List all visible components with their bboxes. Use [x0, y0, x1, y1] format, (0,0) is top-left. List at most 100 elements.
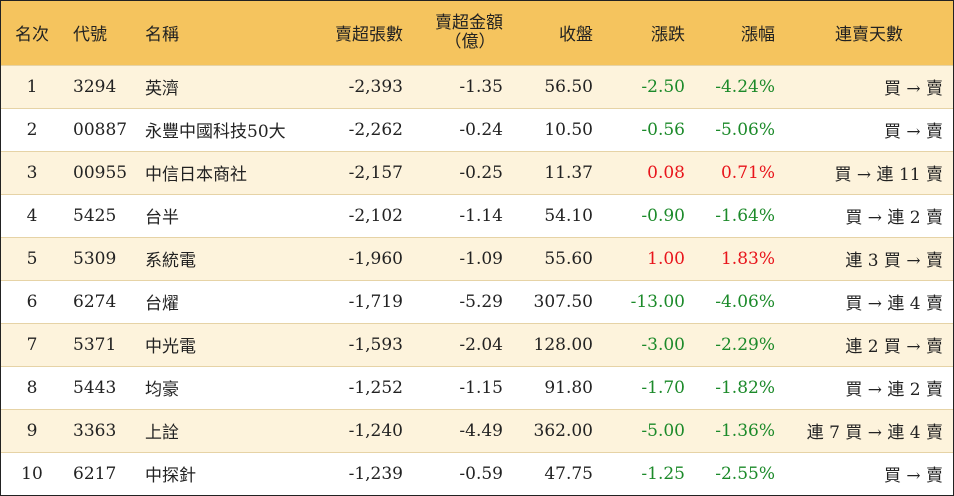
header-net-sell-lots: 賣超張數	[335, 25, 403, 46]
cell-change-pct: 1.83%	[720, 248, 775, 269]
cell-change: 0.08	[647, 162, 685, 183]
cell-streak: 買 → 連 2 賣	[845, 208, 943, 228]
cell-net-sell-amount: -0.25	[459, 162, 503, 183]
cell-code: 3294	[73, 76, 117, 97]
cell-rank: 2	[26, 119, 38, 140]
cell-name: 中光電	[145, 337, 196, 357]
cell-net-sell-amount: -0.24	[459, 119, 503, 140]
cell-streak: 連 3 買 → 賣	[845, 251, 943, 271]
cell-code: 00955	[73, 162, 128, 183]
table-row: 10 6217 中探針 -1,239 -0.59 47.75 -1.25 -2.55% 買 → …	[1, 452, 953, 495]
cell-close: 55.60	[544, 248, 593, 269]
cell-close: 10.50	[544, 119, 593, 140]
cell-code: 5425	[73, 205, 117, 226]
cell-change: 1.00	[647, 248, 685, 269]
cell-rank: 6	[26, 291, 38, 312]
cell-change: -1.25	[641, 463, 685, 484]
cell-change-pct: -1.82%	[715, 377, 775, 398]
header-rank: 名次	[15, 25, 49, 46]
cell-rank: 7	[26, 334, 38, 355]
cell-net-sell-lots: -1,960	[348, 248, 403, 269]
cell-net-sell-lots: -2,393	[348, 76, 403, 97]
cell-rank: 9	[26, 420, 38, 441]
table-row: 6 6274 台燿 -1,719 -5.29 307.50 -13.00 -4.06% 買 → …	[1, 280, 953, 323]
cell-name: 中信日本商社	[145, 165, 247, 185]
cell-net-sell-amount: -2.04	[459, 334, 503, 355]
cell-change: -3.00	[641, 334, 685, 355]
cell-streak: 買 → 連 2 賣	[845, 380, 943, 400]
cell-close: 56.50	[544, 76, 593, 97]
table-row: 7 5371 中光電 -1,593 -2.04 128.00 -3.00 -2.29% 連 2 …	[1, 323, 953, 366]
cell-code: 6217	[73, 463, 117, 484]
cell-code: 5443	[73, 377, 117, 398]
cell-net-sell-amount: -0.59	[459, 463, 503, 484]
cell-net-sell-lots: -2,262	[348, 119, 403, 140]
cell-streak: 買 → 連 4 賣	[845, 294, 943, 314]
cell-change: -1.70	[641, 377, 685, 398]
header-net-sell-amount-line2: （億）	[444, 31, 496, 52]
cell-rank: 4	[26, 205, 38, 226]
cell-name: 上詮	[145, 423, 179, 443]
cell-change-pct: -1.36%	[715, 420, 775, 441]
cell-net-sell-amount: -1.09	[459, 248, 503, 269]
cell-code: 5371	[73, 334, 117, 355]
table-row: 4 5425 台半 -2,102 -1.14 54.10 -0.90 -1.64% 買 → 連 …	[1, 194, 953, 237]
header-change: 漲跌	[651, 25, 685, 46]
cell-name: 英濟	[145, 79, 179, 99]
cell-streak: 連 7 買 → 連 4 賣	[806, 423, 943, 443]
cell-name: 永豐中國科技50大	[145, 122, 286, 142]
table-row: 9 3363 上詮 -1,240 -4.49 362.00 -5.00 -1.36% 連 7 買…	[1, 409, 953, 452]
cell-rank: 1	[26, 76, 38, 97]
cell-code: 00887	[73, 119, 128, 140]
header-close: 收盤	[559, 25, 593, 46]
header-net-sell-amount-line1: 賣超金額	[435, 12, 503, 33]
cell-streak: 買 → 連 11 賣	[834, 165, 944, 185]
cell-change-pct: -4.24%	[715, 76, 775, 97]
cell-name: 系統電	[145, 251, 196, 271]
cell-streak: 買 → 賣	[883, 466, 943, 487]
cell-net-sell-lots: -2,157	[348, 162, 403, 183]
cell-net-sell-amount: -1.15	[459, 377, 503, 398]
header-name: 名稱	[145, 25, 179, 46]
cell-change-pct: 0.71%	[720, 162, 775, 183]
cell-change: -13.00	[630, 291, 685, 312]
header-change-pct: 漲幅	[741, 25, 775, 46]
cell-name: 台燿	[145, 294, 179, 314]
cell-change-pct: -2.29%	[715, 334, 775, 355]
cell-change-pct: -5.06%	[715, 119, 775, 140]
cell-net-sell-amount: -5.29	[459, 291, 503, 312]
cell-streak: 買 → 賣	[883, 122, 943, 142]
cell-change: -0.90	[641, 205, 685, 226]
cell-name: 台半	[145, 208, 179, 228]
cell-net-sell-lots: -1,239	[348, 463, 403, 484]
header-net-sell-amount: 賣超金額 （億）	[413, 1, 513, 65]
cell-name: 中探針	[145, 466, 196, 487]
cell-code: 3363	[73, 420, 117, 441]
table-row: 8 5443 均豪 -1,252 -1.15 91.80 -1.70 -1.82% 買 → 連 …	[1, 366, 953, 409]
cell-change: -2.50	[641, 76, 685, 97]
cell-close: 54.10	[544, 205, 593, 226]
cell-streak: 連 2 買 → 賣	[845, 337, 943, 357]
cell-change-pct: -1.64%	[715, 205, 775, 226]
table-row: 1 3294 英濟 -2,393 -1.35 56.50 -2.50 -4.24% 買 → 賣	[1, 65, 953, 108]
cell-change-pct: -2.55%	[715, 463, 775, 484]
table-row: 5 5309 系統電 -1,960 -1.09 55.60 1.00 1.83% 連 3 買 →…	[1, 237, 953, 280]
cell-change: -5.00	[641, 420, 685, 441]
cell-rank: 10	[21, 463, 43, 484]
table-header-row: 名次 代號 名稱 賣超張數 賣超金額 （億） 收盤 漲跌 漲幅 連賣天數	[1, 1, 953, 65]
cell-rank: 5	[26, 248, 38, 269]
cell-net-sell-amount: -1.35	[459, 76, 503, 97]
header-code: 代號	[73, 25, 107, 46]
table-body: 1 3294 英濟 -2,393 -1.35 56.50 -2.50 -4.24% 買 → 賣 2…	[1, 65, 953, 495]
cell-net-sell-lots: -1,593	[348, 334, 403, 355]
cell-net-sell-lots: -1,252	[348, 377, 403, 398]
cell-change-pct: -4.06%	[715, 291, 775, 312]
cell-net-sell-lots: -1,240	[348, 420, 403, 441]
cell-close: 307.50	[533, 291, 593, 312]
cell-close: 91.80	[544, 377, 593, 398]
header-streak: 連賣天數	[835, 25, 903, 46]
cell-close: 11.37	[544, 162, 593, 183]
cell-net-sell-lots: -1,719	[348, 291, 403, 312]
